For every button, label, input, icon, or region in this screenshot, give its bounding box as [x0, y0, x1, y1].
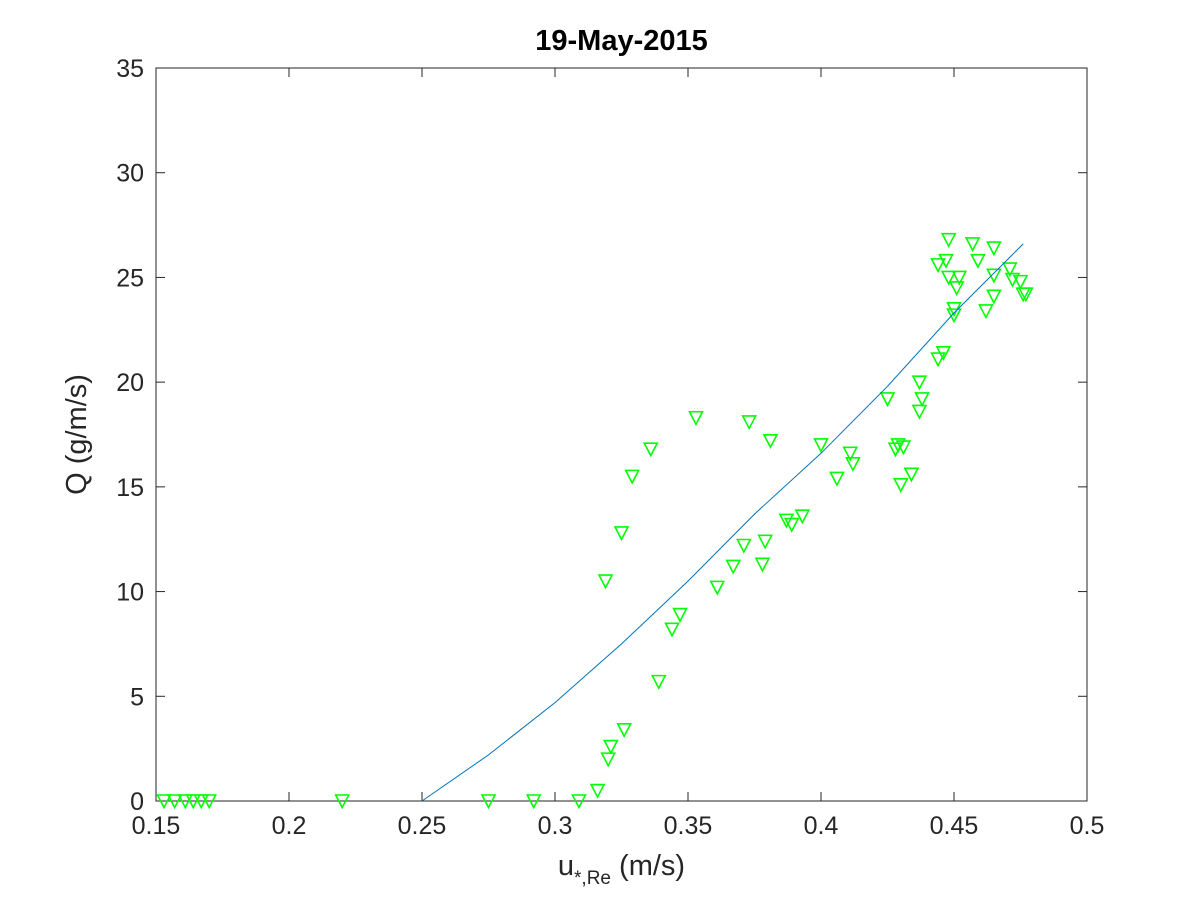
data-point [185, 794, 202, 810]
data-point [762, 433, 779, 450]
data-point [783, 517, 800, 533]
data-point [845, 457, 861, 473]
y-tick-label: 35 [116, 55, 144, 83]
data-point [890, 438, 906, 454]
data-point [642, 442, 659, 458]
data-point [986, 268, 1002, 284]
data-point [946, 308, 962, 324]
data-point [597, 574, 614, 590]
y-tick-label: 5 [130, 683, 144, 711]
x-tick-label: 0.3 [538, 812, 573, 840]
data-point [813, 438, 829, 454]
data-point [741, 415, 757, 431]
y-tick-label: 0 [130, 788, 144, 816]
y-tick-label: 30 [116, 160, 144, 188]
data-point [892, 477, 909, 493]
data-point [895, 440, 912, 456]
data-point [757, 534, 773, 550]
data-point [1018, 287, 1034, 303]
data-point [1012, 274, 1029, 290]
fit-curve-line [421, 243, 1024, 802]
axis-ticks: 0.15 0.2 0.25 0.3 0.35 0.4 0.45 0.5 0 5 10 15 20 25 30… [116, 55, 1104, 840]
data-point [842, 446, 859, 462]
y-tick-label: 25 [116, 264, 144, 292]
data-point [334, 794, 351, 810]
y-axis-label: Q (g/m/s) [61, 374, 93, 495]
data-point [986, 289, 1002, 305]
data-point [970, 253, 986, 269]
data-point [603, 739, 619, 755]
data-point [879, 392, 896, 408]
x-tick-label: 0.15 [132, 812, 181, 840]
data-point [650, 674, 667, 690]
x-tick-label: 0.35 [664, 812, 713, 840]
data-point [624, 469, 640, 485]
data-point [166, 794, 183, 810]
y-tick-label: 15 [116, 474, 144, 502]
data-point [688, 410, 704, 426]
data-point [193, 794, 210, 810]
data-point [616, 722, 632, 739]
data-point [177, 794, 194, 810]
data-point [736, 538, 752, 554]
data-point [938, 253, 954, 269]
x-axis-label-unit: (m/s) [611, 850, 685, 882]
data-point [930, 352, 946, 368]
x-tick-label: 0.2 [272, 812, 307, 840]
data-point [1002, 262, 1018, 278]
data-point [480, 794, 497, 810]
data-point [709, 580, 726, 596]
chart-title: 19-May-2015 [535, 25, 708, 57]
data-point [914, 392, 930, 408]
data-point [940, 270, 957, 286]
data-point [986, 241, 1002, 257]
data-point [754, 557, 771, 573]
data-point [613, 526, 630, 542]
x-tick-label: 0.5 [1070, 812, 1105, 840]
data-point [951, 270, 968, 286]
y-tick-label: 10 [116, 579, 144, 607]
x-axis-label-subscript: *,Re [574, 868, 611, 889]
data-point [664, 622, 680, 638]
data-point [930, 258, 946, 274]
data-point [829, 471, 845, 487]
data-point [525, 794, 542, 810]
data-point [911, 375, 928, 391]
data-point [589, 783, 606, 799]
data-point [940, 232, 957, 248]
data-point [778, 513, 795, 529]
x-tick-label: 0.45 [930, 812, 979, 840]
plot-area [155, 67, 1088, 802]
data-point [964, 237, 981, 253]
x-axis-label-main: u [558, 850, 574, 882]
data-point [600, 752, 617, 768]
data-series [156, 232, 1034, 810]
data-point [978, 304, 994, 320]
data-point [156, 794, 172, 810]
y-tick-label: 20 [116, 369, 144, 397]
data-point [911, 404, 928, 420]
data-point [948, 281, 965, 297]
data-point [725, 559, 742, 575]
data-point [935, 346, 952, 362]
data-point [903, 467, 920, 483]
x-axis-label: u*,Re (m/s) [558, 850, 685, 889]
data-point [571, 794, 587, 810]
data-point [201, 794, 218, 810]
x-tick-label: 0.25 [398, 812, 447, 840]
data-point [672, 607, 688, 623]
data-point [794, 509, 811, 525]
x-tick-label: 0.4 [804, 812, 839, 840]
